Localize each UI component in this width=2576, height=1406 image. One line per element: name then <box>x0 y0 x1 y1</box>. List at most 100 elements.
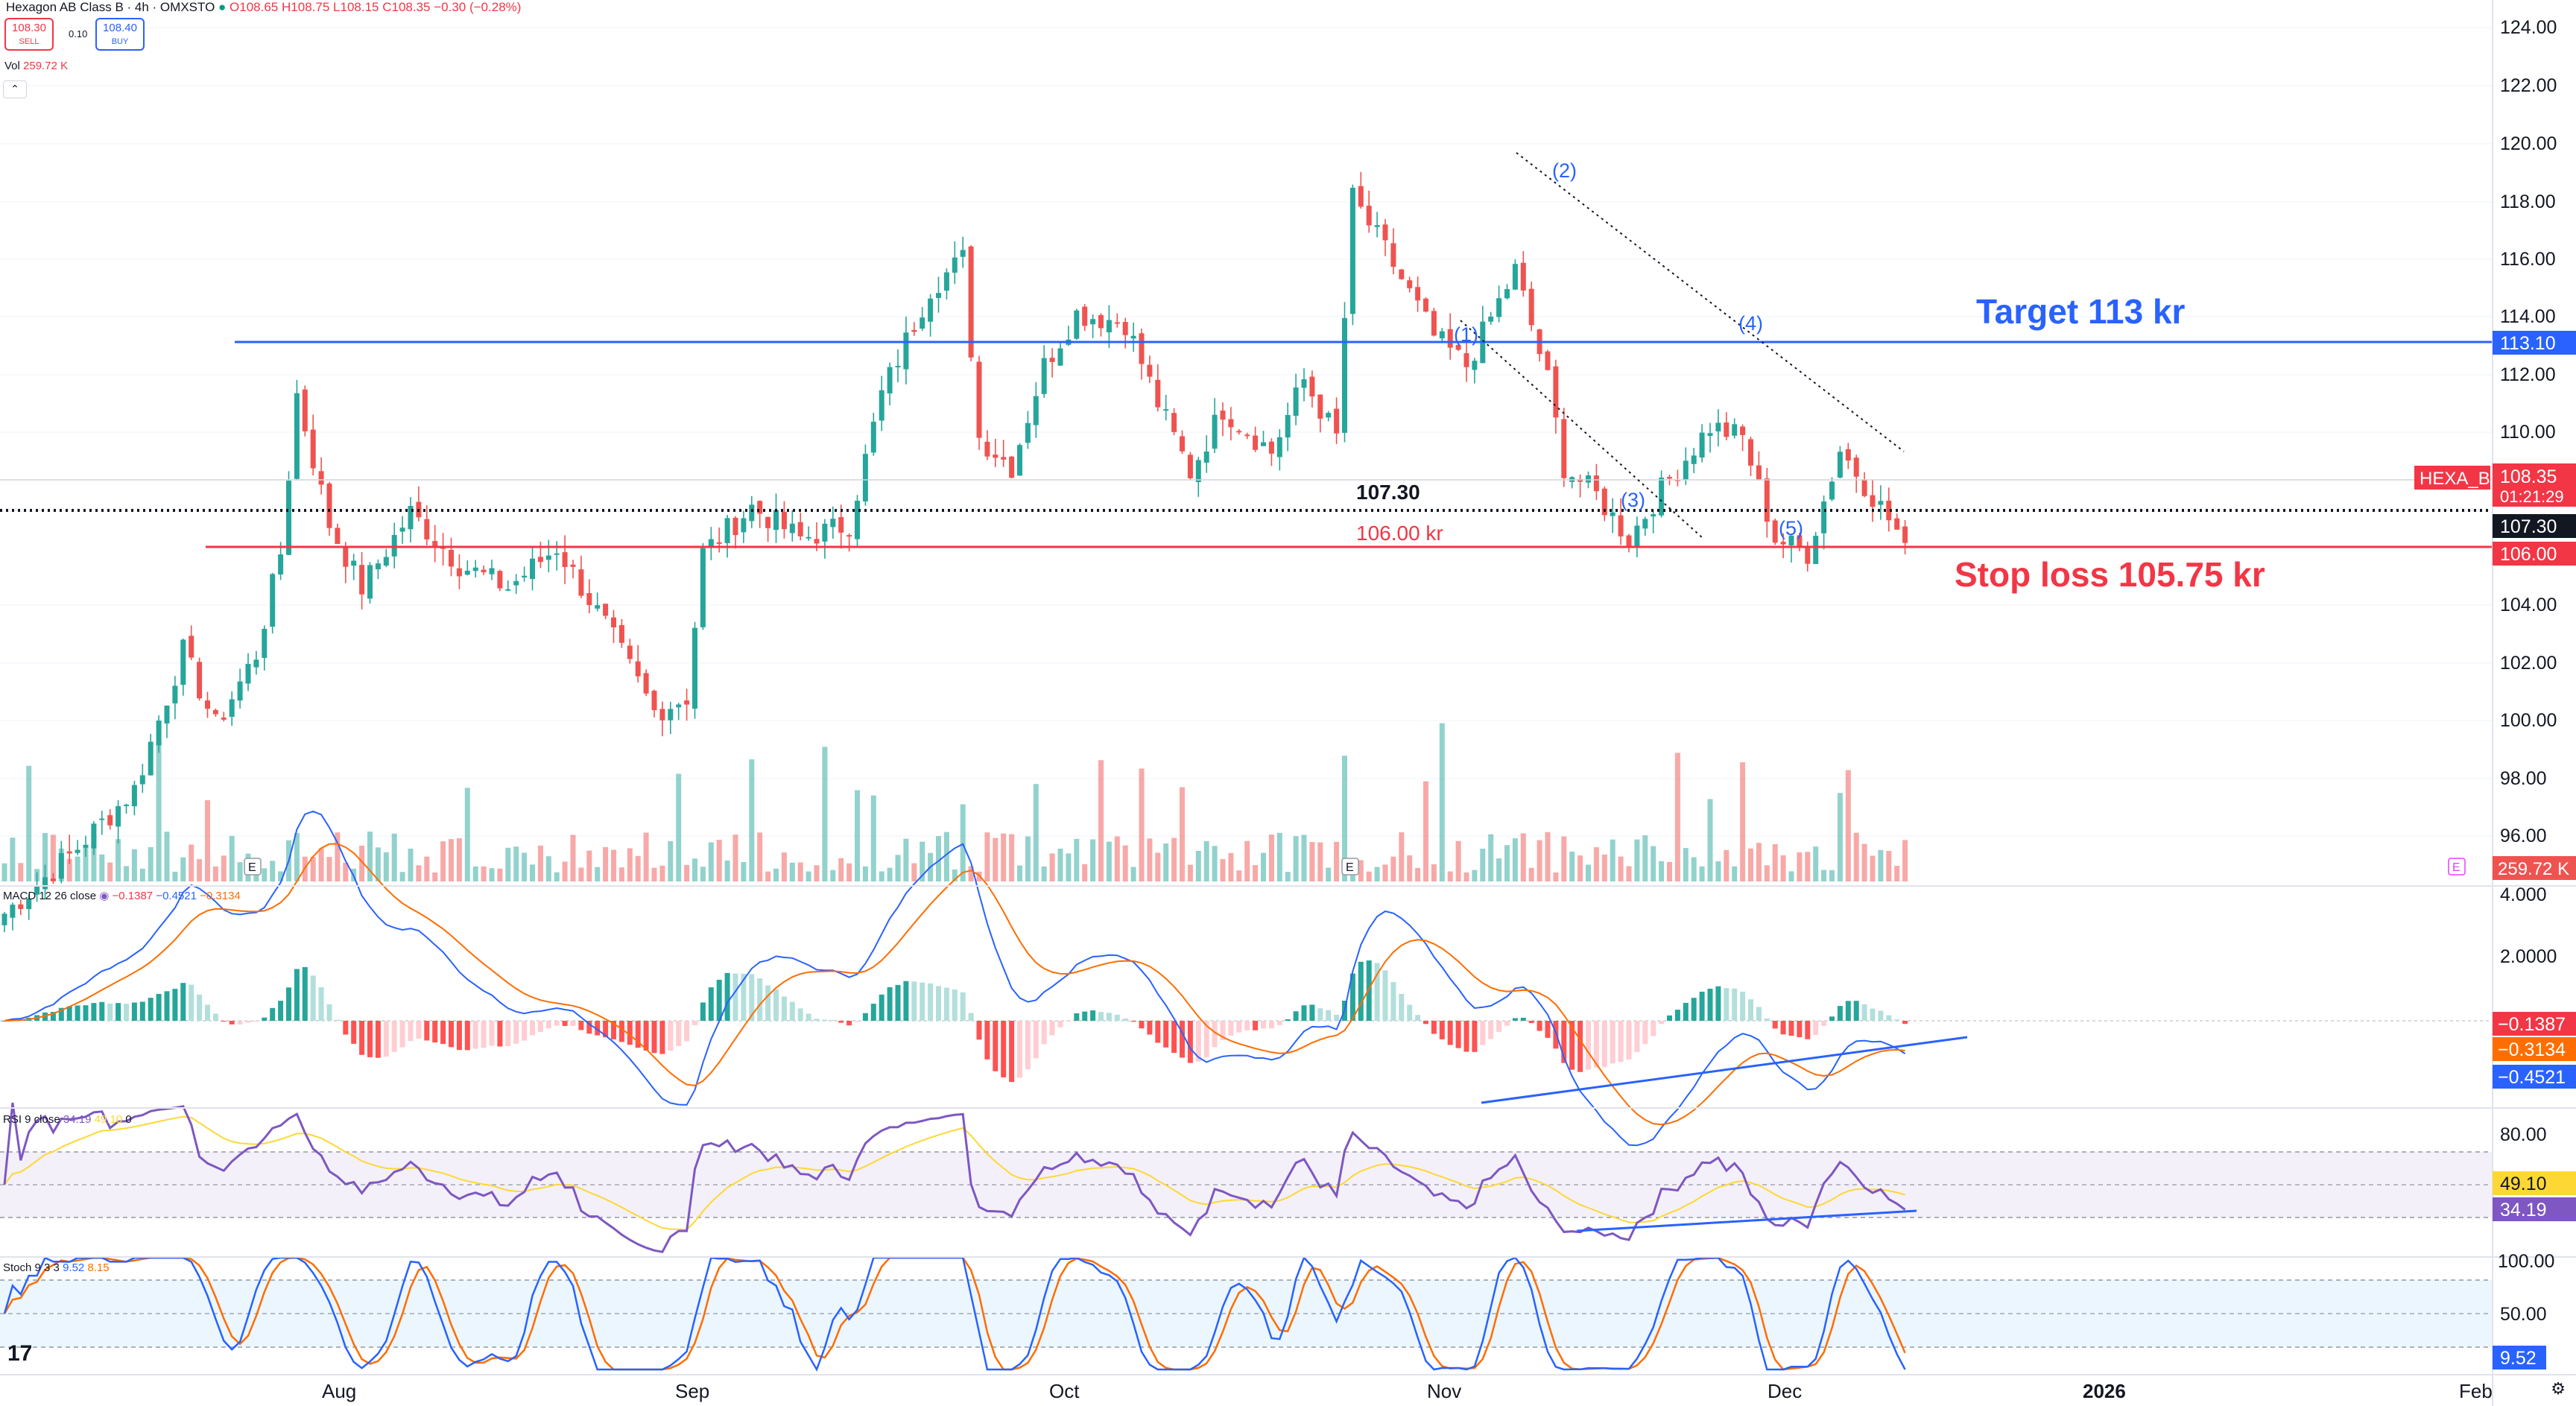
volume-legend: Vol 259.72 K <box>4 60 68 72</box>
countdown-text: 01:21:29 <box>2500 487 2564 506</box>
macd-histogram-bar <box>960 992 966 1021</box>
candle-body <box>156 721 162 746</box>
price-axis[interactable]: 124.00 122.00 120.00 118.00 116.00 114.0… <box>2500 17 2557 846</box>
candle-body <box>830 519 836 528</box>
macd-histogram-bar <box>562 1021 568 1026</box>
buy-label: BUY <box>111 37 129 46</box>
candle-body <box>1740 426 1746 435</box>
macd-histogram-bar <box>530 1021 535 1036</box>
macd-histogram-bar <box>1748 999 1753 1021</box>
macd-histogram-bar <box>270 1007 276 1021</box>
macd-line <box>4 810 1906 1147</box>
volume-bar <box>1472 870 1478 881</box>
volume-bar <box>537 845 543 881</box>
macd-histogram-bar <box>432 1021 438 1043</box>
candle-body <box>1009 456 1015 478</box>
rsi-line <box>3 1102 1906 1253</box>
earnings-marker-2-label: E <box>1346 861 1354 874</box>
candle-body <box>627 645 633 659</box>
volume-bar <box>1496 858 1502 881</box>
earnings-marker-3[interactable] <box>2448 858 2466 875</box>
macd-histogram-bar <box>1626 1021 1632 1060</box>
macd-histogram-bar <box>1163 1021 1169 1048</box>
macd-histogram-bar <box>124 1004 129 1021</box>
macd-histogram-bar <box>318 987 324 1021</box>
rsi-ma-value: 49.10 <box>94 1113 123 1126</box>
macd-histogram-bar <box>862 1013 868 1021</box>
volume-bar <box>1431 864 1437 881</box>
candle-body <box>1349 188 1355 314</box>
volume-bar <box>124 866 129 881</box>
volume-bar <box>481 866 487 881</box>
rsi-legend[interactable]: RSI 9 close 34.19 49.10 0 <box>3 1113 132 1126</box>
macd-histogram-bar <box>1334 1014 1340 1021</box>
macd-histogram-bar <box>659 1021 665 1054</box>
volume-bar <box>1285 872 1291 881</box>
macd-histogram-bar <box>1025 1021 1031 1070</box>
macd-histogram-bar <box>1017 1021 1022 1078</box>
volume-bar <box>50 835 56 881</box>
macd-histogram-bar <box>838 1021 844 1023</box>
symbol-header[interactable]: Hexagon AB Class B · 4h · OMXSTO ● O108.… <box>6 0 521 15</box>
volume-bar <box>1537 840 1542 881</box>
candle-body <box>1707 433 1713 437</box>
volume-bar <box>278 871 284 881</box>
macd-histogram-bar <box>618 1021 624 1042</box>
stoch-legend[interactable]: Stoch 9 3 3 9.52 8.15 <box>3 1261 110 1274</box>
chevron-up-icon[interactable]: ⌃ <box>3 80 27 98</box>
macd-histogram-bar <box>1001 1021 1007 1077</box>
macd-histogram-bar <box>668 1021 674 1051</box>
earnings-marker-1[interactable] <box>244 858 262 875</box>
macd-histogram-bar <box>1764 1018 1770 1021</box>
macd-histogram-bar <box>1569 1021 1575 1070</box>
candle-body <box>1699 432 1705 458</box>
settings-icon[interactable]: ⚙ <box>2551 1379 2566 1398</box>
candle-body <box>456 568 462 577</box>
macd-histogram-bar <box>383 1021 389 1057</box>
macd-badge-1 <box>2493 1012 2576 1036</box>
candle-body <box>862 454 868 501</box>
macd-trendline[interactable] <box>1481 1036 1968 1104</box>
macd-histogram-bar <box>1171 1021 1177 1053</box>
macd-legend[interactable]: MACD 12 26 close ◉ −0.1387 −0.4521 −0.31… <box>3 889 241 902</box>
candle-body <box>708 539 714 548</box>
earnings-marker-2[interactable] <box>1341 858 1359 875</box>
volume-bars <box>1 723 1908 881</box>
volume-bar <box>1732 866 1738 881</box>
macd-histogram-bar <box>294 969 300 1021</box>
buy-button[interactable]: 108.40 BUY <box>95 18 145 51</box>
volume-bar <box>1130 867 1136 881</box>
candle-body <box>692 627 697 709</box>
volume-bar <box>530 864 535 881</box>
macd-histogram-bar <box>1861 1004 1867 1021</box>
visibility-icon[interactable]: ◉ <box>99 890 110 902</box>
macd-histogram-bar <box>1382 970 1388 1021</box>
macd-histogram-bar <box>1797 1021 1803 1038</box>
macd-histogram-bar <box>1480 1021 1486 1045</box>
volume-bar <box>505 847 511 881</box>
candle-body <box>221 718 227 720</box>
volume-bar <box>1528 867 1534 881</box>
candle-body <box>676 704 682 708</box>
volume-bar <box>318 848 324 881</box>
sell-button[interactable]: 108.30 SELL <box>4 18 54 51</box>
macd-histogram-bar <box>1309 1004 1315 1021</box>
volume-bar <box>1009 834 1015 881</box>
tradingview-logo-icon[interactable]: 17 <box>7 1341 33 1366</box>
macd-histogram-bar <box>1147 1021 1153 1035</box>
macd-histogram-bar <box>1651 1021 1656 1036</box>
candle-body <box>1309 376 1315 397</box>
channel-lower-line[interactable] <box>1460 320 1703 539</box>
macd-histogram-bar <box>1415 1015 1421 1021</box>
rsi-ma-line <box>4 1115 1905 1231</box>
rsi-trendline[interactable] <box>1576 1209 1917 1232</box>
volume-bar <box>1025 836 1031 881</box>
low-value: L108.15 <box>333 0 379 14</box>
macd-histogram-bar <box>1528 1021 1534 1024</box>
macd-histogram-bar <box>237 1021 243 1025</box>
volume-bar <box>1407 855 1413 881</box>
volume-bar <box>1326 867 1332 881</box>
channel-upper-line[interactable] <box>1516 152 1905 452</box>
rsi-badge <box>2493 1197 2576 1221</box>
